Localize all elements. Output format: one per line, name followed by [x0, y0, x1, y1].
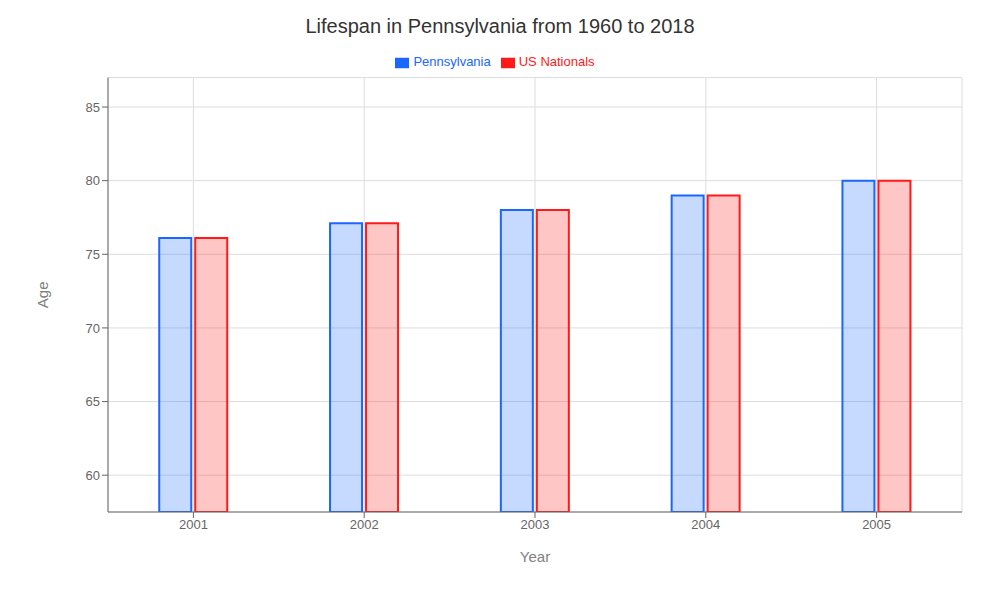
- svg-text:85: 85: [86, 100, 100, 115]
- svg-text:2004: 2004: [691, 517, 720, 532]
- svg-text:2003: 2003: [521, 517, 550, 532]
- svg-text:Year: Year: [520, 548, 550, 565]
- svg-text:2001: 2001: [179, 517, 208, 532]
- html-text:Pennsylvania: Pennsylvania: [413, 54, 491, 69]
- svg-text:60: 60: [86, 468, 100, 483]
- svg-text:65: 65: [86, 394, 100, 409]
- html-text:US Nationals: US Nationals: [518, 54, 595, 69]
- svg-text:75: 75: [86, 247, 100, 262]
- svg-text:2002: 2002: [350, 517, 379, 532]
- svg-text:80: 80: [86, 173, 100, 188]
- html-text:Lifespan in Pennsylvania from: Lifespan in Pennsylvania from 1960 to 20…: [305, 15, 695, 37]
- svg-text:2005: 2005: [862, 517, 891, 532]
- svg-text:Age: Age: [34, 281, 51, 308]
- svg-text:70: 70: [86, 321, 100, 336]
